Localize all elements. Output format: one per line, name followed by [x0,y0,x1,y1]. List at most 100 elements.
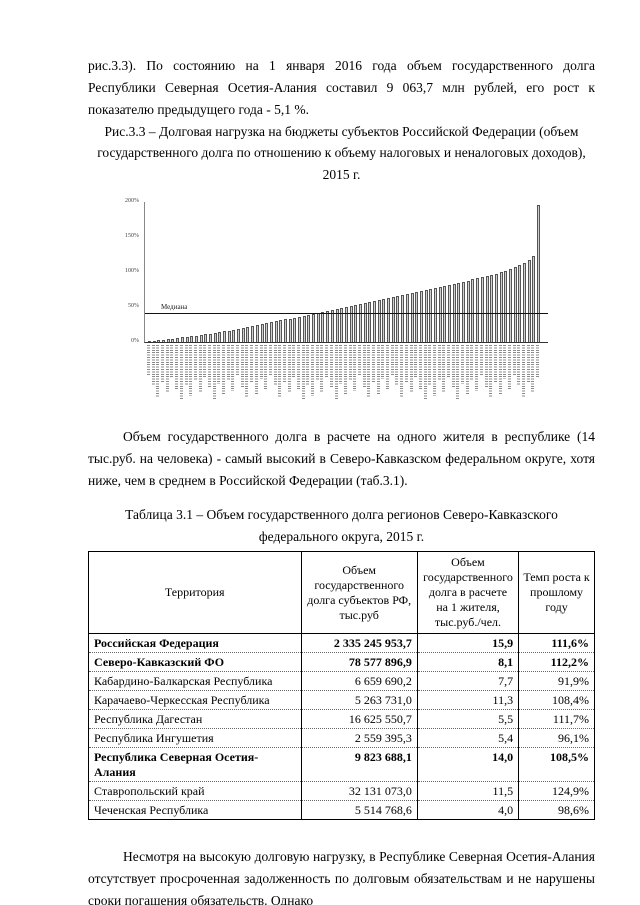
value-cell: 5,4 [416,728,520,749]
x-tick-label [339,345,343,385]
territory-cell: Северо-Кавказский ФО [88,652,302,673]
value-cell: 2 335 245 953,7 [300,633,418,654]
x-tick-label [395,345,399,387]
value-cell: 111,6% [518,633,595,654]
bar [396,295,400,343]
chart-x-labels [144,345,548,401]
table-row: Республика Дагестан 16 625 550,7 5,5 111,7% [88,709,595,730]
x-tick-label [512,345,516,376]
x-tick-label [493,345,497,384]
x-tick-label [409,345,413,394]
bar [344,306,348,343]
bar [166,339,170,343]
x-tick-label [536,345,540,379]
value-cell: 111,7% [518,709,595,730]
territory-cell: Республика Северная Осетия-Алания [88,747,302,783]
value-cell: 124,9% [518,781,595,802]
x-tick-label [423,345,427,401]
x-tick-label [526,345,530,383]
x-tick-label [386,345,390,391]
chart-reference-line [145,313,548,315]
value-cell: 4,0 [416,800,520,820]
x-tick-label [282,345,286,383]
bar [410,293,414,343]
bar [269,322,273,343]
table-row: Карачаево-Черкесская Республика 5 263 731… [88,690,595,711]
bar [227,330,231,343]
bar [523,262,526,343]
x-tick-label [334,345,338,400]
bar [326,310,330,343]
x-tick-label [343,345,347,396]
bar [485,276,489,343]
x-tick-label [315,345,319,382]
bar [433,287,437,343]
bar [508,269,512,343]
x-tick-label [372,345,375,384]
bar [241,327,245,343]
value-cell: 32 131 073,0 [300,781,418,802]
paragraph-top: рис.3.3). По состоянию на 1 января 2016 … [88,58,595,117]
x-tick-label [245,345,249,399]
bar [171,338,175,343]
x-tick-label [301,345,305,401]
bar [208,333,212,343]
x-tick-label [484,345,488,388]
value-cell: 9 823 688,1 [300,747,418,783]
bar [358,303,362,343]
x-tick-label [268,345,272,376]
table-row: Республика Ингушетия 2 559 395,3 5,4 96,1% [88,728,595,749]
bar [246,326,250,343]
x-tick-label [156,345,160,398]
x-tick-label [297,345,300,390]
x-tick-label [231,345,235,392]
value-cell: 16 625 550,7 [300,709,418,730]
x-tick-label [203,345,207,378]
x-tick-label [498,345,502,395]
value-cell: 15,9 [416,633,520,654]
x-tick-label [264,345,268,391]
table-row: Ставропольский край 32 131 073,0 11,5 124,9… [88,781,595,802]
bar [499,272,503,343]
bar [199,335,203,343]
territory-cell: Кабардино-Балкарская Республика [88,671,302,692]
y-tick-label: 200% [125,198,139,205]
bar [237,328,241,343]
x-tick-label [461,345,465,385]
x-tick-label [320,345,324,393]
x-tick-label [437,345,441,382]
bar [419,291,423,343]
table-header-cell: Объем государственного долга в расчете н… [416,551,520,635]
x-tick-label [207,345,211,389]
x-tick-label [531,345,535,394]
x-tick-label [442,345,446,393]
value-cell: 5 514 768,6 [300,800,418,820]
bar [349,305,353,343]
debt-burden-chart: Медиана 0% 50% 100% 150% 200% [125,198,548,401]
table-header-cell: Объем государственного долга субъектов Р… [300,551,418,635]
table-caption: Таблица 3.1 – Объем государственного дол… [125,506,558,544]
bar [194,335,198,343]
table-row: Республика Северная Осетия-Алания 9 823 6… [88,747,595,783]
bar [415,292,419,343]
bar [335,308,339,343]
x-tick-label [236,345,240,377]
bar [265,323,269,343]
x-tick-label [161,345,165,383]
bar [340,307,344,343]
x-tick-label [447,345,450,378]
value-cell: 6 659 690,2 [300,671,418,692]
bar [476,278,480,343]
x-tick-label [175,345,179,390]
bar [382,298,386,343]
figure-caption: Рис.3.3 – Долговая нагрузка на бюджеты с… [97,123,586,183]
table-header-cell: Темп роста к прошлому году [518,551,595,635]
bar [223,331,226,343]
x-tick-label [329,345,333,389]
value-cell: 5,5 [416,709,520,730]
x-tick-label [184,345,188,386]
bar [387,297,391,343]
x-tick-label [273,345,277,387]
bar [148,341,151,343]
y-tick-label: 100% [125,268,139,275]
